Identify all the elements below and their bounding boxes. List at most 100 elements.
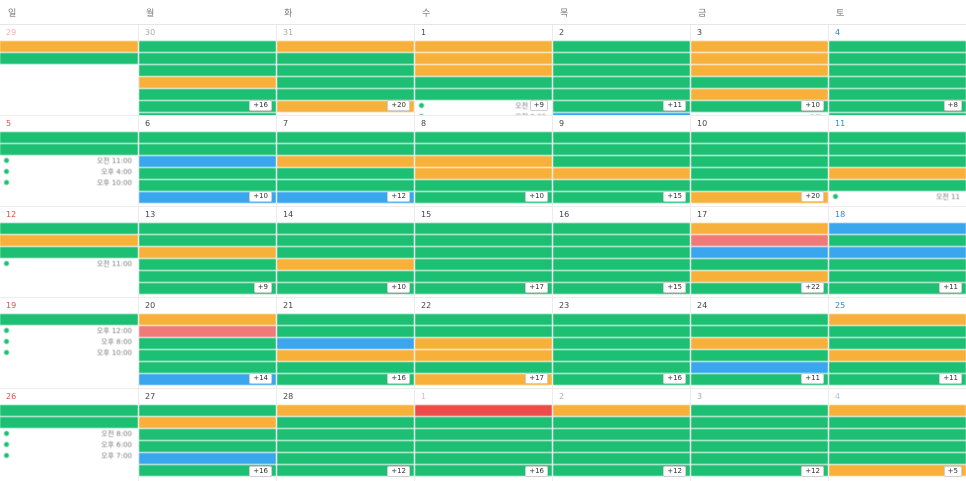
calendar-event[interactable] xyxy=(553,65,690,76)
day-cell[interactable]: 4 +5 xyxy=(828,389,966,481)
calendar-event[interactable] xyxy=(139,77,276,88)
calendar-event[interactable] xyxy=(139,132,276,143)
calendar-event[interactable] xyxy=(691,247,828,258)
calendar-event[interactable] xyxy=(277,326,414,337)
calendar-event[interactable] xyxy=(139,247,276,258)
more-events-button[interactable]: +9 xyxy=(253,282,272,293)
calendar-event[interactable] xyxy=(829,235,966,246)
calendar-event[interactable] xyxy=(139,405,276,416)
more-events-button[interactable]: +16 xyxy=(525,466,548,477)
calendar-event[interactable] xyxy=(277,223,414,234)
calendar-event[interactable] xyxy=(553,77,690,88)
calendar-event[interactable] xyxy=(415,338,552,349)
more-events-button[interactable]: +15 xyxy=(663,191,686,202)
day-number[interactable]: 4 xyxy=(835,28,841,37)
calendar-event[interactable] xyxy=(0,223,138,234)
day-cell[interactable]: 8 +10 xyxy=(414,116,552,206)
more-events-button[interactable]: +17 xyxy=(525,282,548,293)
day-number[interactable]: 25 xyxy=(835,301,846,310)
calendar-event[interactable] xyxy=(691,132,828,143)
more-events-button[interactable]: +11 xyxy=(939,373,962,384)
day-number[interactable]: 9 xyxy=(559,119,565,128)
calendar-event[interactable] xyxy=(277,53,414,64)
day-number[interactable]: 27 xyxy=(145,392,156,401)
calendar-event[interactable] xyxy=(415,362,552,373)
calendar-event[interactable] xyxy=(0,405,138,416)
calendar-event[interactable] xyxy=(415,326,552,337)
day-cell[interactable]: 26 오전 8:00 오후 6:00 오후 7:00 xyxy=(0,389,138,481)
calendar-event[interactable] xyxy=(0,235,138,246)
calendar-event[interactable] xyxy=(553,326,690,337)
day-cell[interactable]: 28 +12 xyxy=(276,389,414,481)
calendar-event[interactable] xyxy=(415,417,552,428)
calendar-event[interactable] xyxy=(691,156,828,167)
calendar-event[interactable] xyxy=(691,338,828,349)
calendar-event[interactable] xyxy=(277,235,414,246)
day-number[interactable]: 21 xyxy=(283,301,294,310)
day-number[interactable]: 6 xyxy=(145,119,151,128)
day-cell[interactable]: 17 +22 xyxy=(690,207,828,297)
calendar-event[interactable] xyxy=(277,271,414,282)
day-cell[interactable]: 5 오전 11:00 오후 4:00 오후 10:00 xyxy=(0,116,138,206)
calendar-event[interactable] xyxy=(691,405,828,416)
calendar-event[interactable] xyxy=(277,350,414,361)
calendar-event[interactable] xyxy=(829,453,966,464)
day-number[interactable]: 5 xyxy=(6,119,12,128)
calendar-event[interactable] xyxy=(553,53,690,64)
calendar-event[interactable] xyxy=(553,259,690,270)
calendar-event[interactable] xyxy=(691,441,828,452)
calendar-event[interactable] xyxy=(277,89,414,100)
calendar-event[interactable] xyxy=(553,132,690,143)
calendar-event[interactable] xyxy=(829,429,966,440)
timed-event[interactable]: 오전 8:00 xyxy=(0,429,138,440)
day-cell[interactable]: 29 xyxy=(0,25,138,115)
calendar-event[interactable] xyxy=(415,235,552,246)
day-number[interactable]: 28 xyxy=(283,392,294,401)
calendar-event[interactable] xyxy=(691,314,828,325)
more-events-button[interactable]: +16 xyxy=(663,373,686,384)
calendar-event[interactable] xyxy=(415,168,552,179)
calendar-event[interactable] xyxy=(277,168,414,179)
more-events-button[interactable]: +16 xyxy=(249,100,272,111)
day-number[interactable]: 7 xyxy=(283,119,289,128)
calendar-event[interactable] xyxy=(139,259,276,270)
calendar-event[interactable] xyxy=(553,180,690,191)
day-cell[interactable]: 23 +16 xyxy=(552,298,690,388)
calendar-event[interactable] xyxy=(553,101,690,112)
more-events-button[interactable]: +10 xyxy=(801,100,824,111)
calendar-event[interactable] xyxy=(0,144,138,155)
calendar-event[interactable] xyxy=(553,168,690,179)
calendar-event[interactable] xyxy=(415,465,552,476)
calendar-event[interactable] xyxy=(691,271,828,282)
calendar-event[interactable] xyxy=(553,156,690,167)
timed-event[interactable]: 오후 6:00 xyxy=(0,440,138,451)
calendar-event[interactable] xyxy=(277,132,414,143)
day-number[interactable]: 4 xyxy=(835,392,841,401)
day-cell[interactable]: 11 오전 11 xyxy=(828,116,966,206)
calendar-event[interactable] xyxy=(691,192,828,203)
calendar-event[interactable] xyxy=(553,417,690,428)
calendar-event[interactable] xyxy=(691,101,828,112)
more-events-button[interactable]: +11 xyxy=(663,100,686,111)
timed-event[interactable]: 오후 7:00 xyxy=(0,451,138,462)
calendar-event[interactable] xyxy=(829,314,966,325)
calendar-event[interactable] xyxy=(553,247,690,258)
calendar-event[interactable] xyxy=(691,465,828,476)
calendar-event[interactable] xyxy=(829,338,966,349)
calendar-event[interactable] xyxy=(139,180,276,191)
calendar-event[interactable] xyxy=(691,223,828,234)
calendar-event[interactable] xyxy=(829,180,966,191)
calendar-event[interactable] xyxy=(415,259,552,270)
calendar-event[interactable] xyxy=(415,156,552,167)
day-cell[interactable]: 27 +16 xyxy=(138,389,276,481)
calendar-event[interactable] xyxy=(139,429,276,440)
calendar-event[interactable] xyxy=(277,405,414,416)
timed-event[interactable]: 오전 11 xyxy=(829,192,966,203)
day-number[interactable]: 18 xyxy=(835,210,846,219)
calendar-event[interactable] xyxy=(415,144,552,155)
more-events-button[interactable]: +11 xyxy=(939,282,962,293)
calendar-event[interactable] xyxy=(277,156,414,167)
calendar-event[interactable] xyxy=(691,144,828,155)
day-cell[interactable]: 19 오후 12:00 오후 8:00 오후 10:00 xyxy=(0,298,138,388)
calendar-event[interactable] xyxy=(553,429,690,440)
